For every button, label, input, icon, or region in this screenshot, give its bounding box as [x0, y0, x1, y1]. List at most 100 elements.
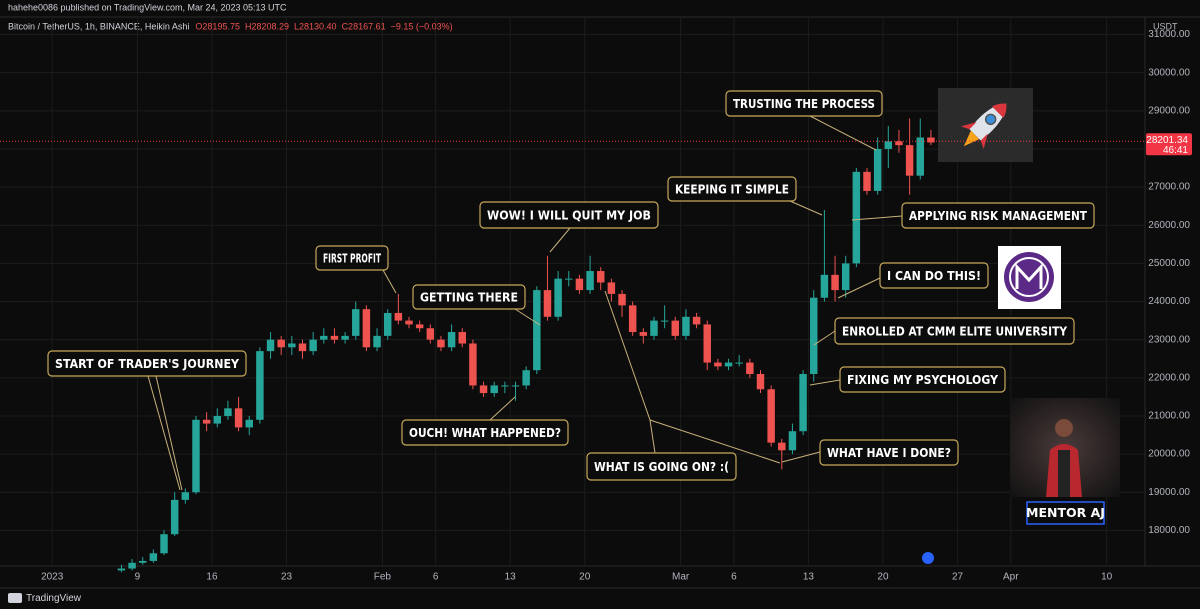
ohlc-value: O28195.75 [195, 21, 240, 31]
candle-body [778, 442, 786, 451]
candle-body [202, 419, 211, 424]
candle-body [905, 145, 914, 176]
candle-body [373, 335, 381, 348]
x-tick-label: 20 [877, 572, 889, 583]
candle-body [810, 297, 818, 375]
candle-body [117, 568, 126, 571]
x-tick-label: Apr [1003, 572, 1019, 583]
candle-body [288, 343, 296, 348]
ohlc-value: L28130.40 [294, 21, 337, 31]
candle-body [362, 309, 371, 348]
leader-line [809, 379, 841, 386]
annotation-text: TRUSTING THE PROCESS [733, 96, 875, 111]
x-tick-label: 13 [505, 572, 517, 583]
candle-body [245, 419, 253, 428]
candle-body [437, 339, 445, 348]
last-price-label: 28201.34 [1146, 135, 1188, 146]
x-tick-label: 13 [803, 572, 815, 583]
candle-body [650, 320, 658, 336]
y-tick-label: 18000.00 [1148, 525, 1190, 536]
candle-body [639, 332, 648, 336]
leader-line [781, 451, 821, 463]
annotation-box [834, 317, 1075, 345]
annotation-text: FIRST PROFIT [323, 251, 381, 266]
annotation-box [401, 419, 569, 446]
x-tick-label: 20 [579, 572, 591, 583]
leader-line [851, 215, 903, 221]
annotation-box [47, 350, 247, 377]
y-tick-label: 20000.00 [1148, 449, 1190, 460]
y-tick-label: 23000.00 [1148, 334, 1190, 345]
candle-body [426, 328, 435, 340]
annotations: START OF TRADER'S JOURNEY FIRST PROFIT GET… [47, 90, 1095, 491]
y-tick-label: 24000.00 [1148, 296, 1190, 307]
annotation-box [819, 439, 959, 466]
candle-body [298, 343, 307, 352]
candle-body [746, 362, 754, 375]
annotation-text: WOW! I WILL QUIT MY JOB [487, 208, 651, 223]
candle-body [192, 419, 200, 493]
leader-line [382, 269, 397, 294]
candle-body [927, 137, 935, 143]
countdown: 46:41 [1163, 145, 1188, 156]
annotation-text: WHAT IS GOING ON? :( [594, 459, 729, 474]
annotation-box [412, 284, 526, 310]
x-tick-label: 23 [281, 572, 293, 583]
annotation-box [586, 452, 737, 481]
x-tick-label: 6 [433, 572, 439, 583]
leader-line [649, 419, 781, 464]
last-price-tag [1146, 133, 1192, 156]
x-tick-label: 9 [135, 572, 141, 583]
y-tick-label: 25000.00 [1148, 258, 1190, 269]
candle-body [511, 385, 520, 387]
candle-body [330, 335, 339, 340]
leader-line [514, 308, 541, 326]
leader-line [809, 115, 877, 151]
y-tick-label: 21000.00 [1148, 411, 1190, 422]
y-tick-label: 26000.00 [1148, 220, 1190, 231]
candle-body [277, 339, 285, 348]
x-tick-label: Feb [374, 572, 392, 583]
publisher: hahehe0086 published on TradingView.com,… [8, 2, 287, 12]
annotation-box [667, 176, 797, 202]
candle-body [383, 312, 392, 336]
cmm-logo [998, 246, 1061, 309]
candle-body [234, 408, 243, 428]
leader-line [789, 200, 823, 216]
brand: TradingView [26, 593, 82, 604]
candle-body [501, 385, 509, 387]
annotation-box [839, 366, 1006, 393]
candle-body [522, 370, 530, 386]
candle-body [682, 316, 690, 336]
annotation-text: I CAN DO THIS! [887, 268, 981, 283]
symbol: Bitcoin / TetherUS, 1h, BINANCE, Heikin … [8, 21, 189, 31]
annotation-text: ENROLLED AT CMM ELITE UNIVERSITY [842, 324, 1068, 339]
candle-body [128, 562, 136, 569]
ohlc-value: C28167.61 [342, 21, 386, 31]
leader-line [147, 375, 181, 491]
ohlc-value: H28208.29 [245, 21, 289, 31]
candle-body [469, 343, 477, 386]
annotation-box [725, 90, 883, 117]
candle-body [628, 305, 637, 333]
annotation-box [879, 262, 989, 289]
annotation-box [479, 201, 659, 229]
x-tick-label: Mar [672, 572, 690, 583]
x-tick-label: 27 [952, 572, 964, 583]
mentor-label: MENTOR AJ [1026, 505, 1105, 520]
candle-body [895, 141, 903, 146]
candle-body [341, 335, 349, 340]
y-tick-label: 30000.00 [1148, 67, 1190, 78]
candles [117, 118, 935, 573]
leader-line [837, 277, 881, 299]
annotation-box [315, 245, 389, 271]
y-tick-label: 22000.00 [1148, 372, 1190, 383]
candle-body [309, 339, 317, 352]
candle-body [831, 274, 839, 291]
candle-body [479, 385, 488, 394]
leader-line [549, 227, 571, 253]
candle-body [714, 362, 722, 367]
y-tick-label: 31000.00 [1148, 29, 1190, 40]
candle-body [756, 374, 765, 390]
candle-body [405, 320, 413, 325]
